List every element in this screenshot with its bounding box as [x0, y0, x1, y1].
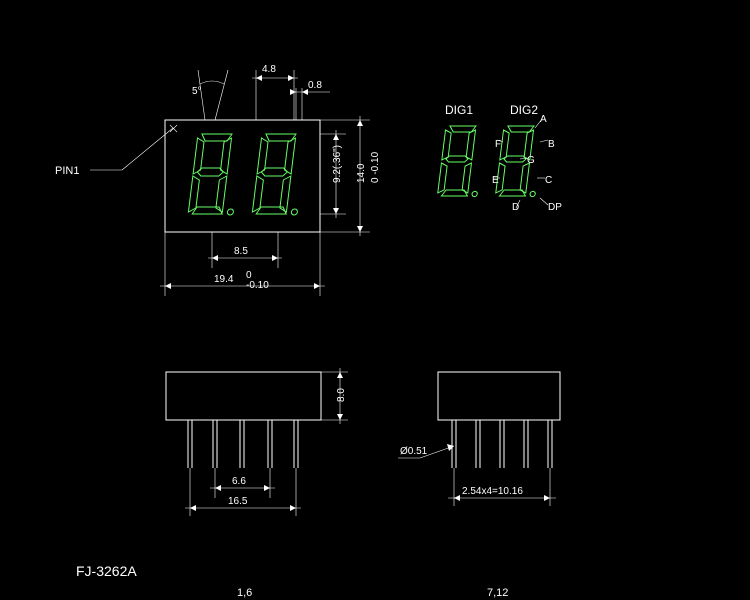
seg-c: C	[545, 175, 552, 186]
dim-pin-narrow: 6.6	[232, 476, 246, 487]
dim-body-height-tol: 0 -0.10	[370, 151, 381, 183]
segment-map: DIG1 DIG2 A B C D E F G D	[437, 103, 562, 213]
pin1-label: PIN1	[55, 165, 79, 177]
dim-digit-height: 9.2(.36")	[332, 145, 343, 183]
seg-g: G	[527, 155, 535, 166]
seg-e: E	[492, 175, 499, 186]
pin-group-1-6: 1,6	[237, 587, 252, 599]
side-view-left: 8.0 6.6 16.5	[166, 368, 348, 516]
side-view-right: Ø0.51 2.54x4=10.16	[398, 372, 560, 506]
dim-row-pitch: 2.54x4=10.16	[462, 486, 523, 497]
digit-2	[252, 134, 307, 215]
dim-segment-width: 0.8	[308, 80, 322, 91]
dim-digit-width: 4.8	[262, 64, 276, 75]
dim-body-height: 14.0	[356, 163, 367, 183]
dim-digit-spacing: 8.5	[234, 246, 248, 257]
part-number: FJ-3262A	[76, 563, 137, 579]
dim-pin-length: 8.0	[336, 388, 347, 402]
pin-group-7-12: 7,12	[487, 587, 508, 599]
dig1-label: DIG1	[445, 103, 473, 117]
datasheet-drawing: PIN1 5° 4.8 0.8 9.2(.36") 14.0	[0, 0, 750, 600]
seg-dp: DP	[548, 202, 562, 213]
seg-b: B	[548, 139, 555, 150]
digit-1	[188, 134, 243, 215]
dig2-label: DIG2	[510, 103, 538, 117]
dim-body-width-tol2: -0.10	[246, 280, 269, 291]
front-view: PIN1 5° 4.8 0.8 9.2(.36") 14.0	[55, 64, 381, 296]
dim-pin-dia: Ø0.51	[400, 446, 428, 457]
seg-a: A	[540, 114, 547, 125]
dim-body-width: 19.4	[214, 274, 234, 285]
dim-tilt: 5°	[192, 86, 202, 97]
dim-pin-span: 16.5	[228, 496, 248, 507]
